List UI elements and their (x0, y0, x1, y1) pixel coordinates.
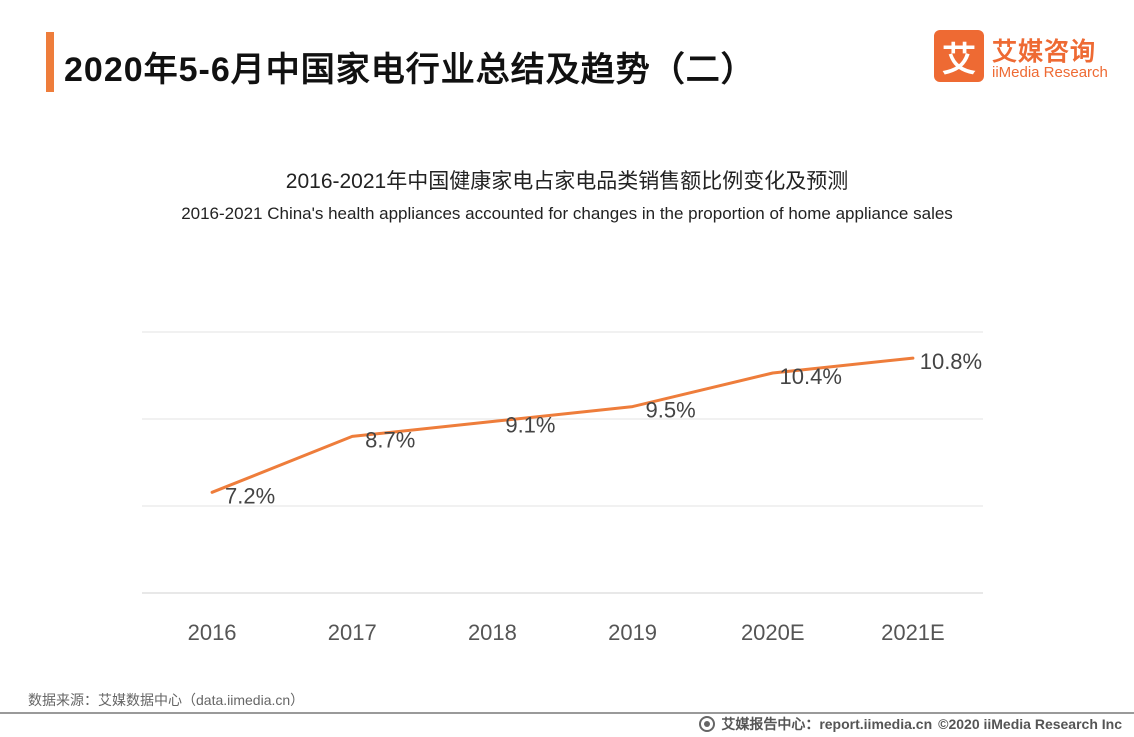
data-label: 9.1% (505, 412, 555, 437)
series-line (210, 356, 915, 494)
x-tick-label: 2018 (468, 620, 517, 645)
x-tick-label: 2016 (188, 620, 237, 645)
footer-bar: 艾媒报告中心：report.iimedia.cn ©2020 iiMedia R… (699, 714, 1122, 734)
logo-cn-text: 艾媒咨询 (992, 38, 1097, 66)
chart-subtitle: 2016-2021 China's health appliances acco… (181, 204, 953, 223)
footer-copyright: ©2020 iiMedia Research Inc (938, 716, 1122, 732)
title-accent-bar (46, 32, 54, 92)
footer-report: 艾媒报告中心：report.iimedia.cn (721, 716, 933, 732)
brand-logo: 艾 艾媒咨询 iiMedia Research (934, 30, 1114, 86)
globe-icon (699, 716, 716, 732)
logo-en-text: iiMedia Research (992, 64, 1108, 81)
footer-divider (0, 712, 1134, 714)
data-label: 9.5% (646, 398, 696, 423)
logo-mark-icon: 艾 (934, 30, 984, 82)
data-label: 10.8% (920, 349, 982, 374)
chart-title: 2016-2021年中国健康家电占家电品类销售额比例变化及预测 (285, 170, 849, 193)
data-label: 8.7% (365, 427, 415, 452)
x-tick-label: 2017 (328, 620, 377, 645)
page-title: 2020年5-6月中国家电行业总结及趋势（二） (64, 51, 756, 89)
data-label: 7.2% (225, 483, 275, 508)
x-tick-label: 2019 (608, 620, 657, 645)
x-tick-label: 2021E (881, 620, 945, 645)
data-source: 数据来源：艾媒数据中心（data.iimedia.cn） (28, 692, 305, 708)
x-tick-label: 2020E (741, 620, 805, 645)
data-label: 10.4% (780, 364, 842, 389)
